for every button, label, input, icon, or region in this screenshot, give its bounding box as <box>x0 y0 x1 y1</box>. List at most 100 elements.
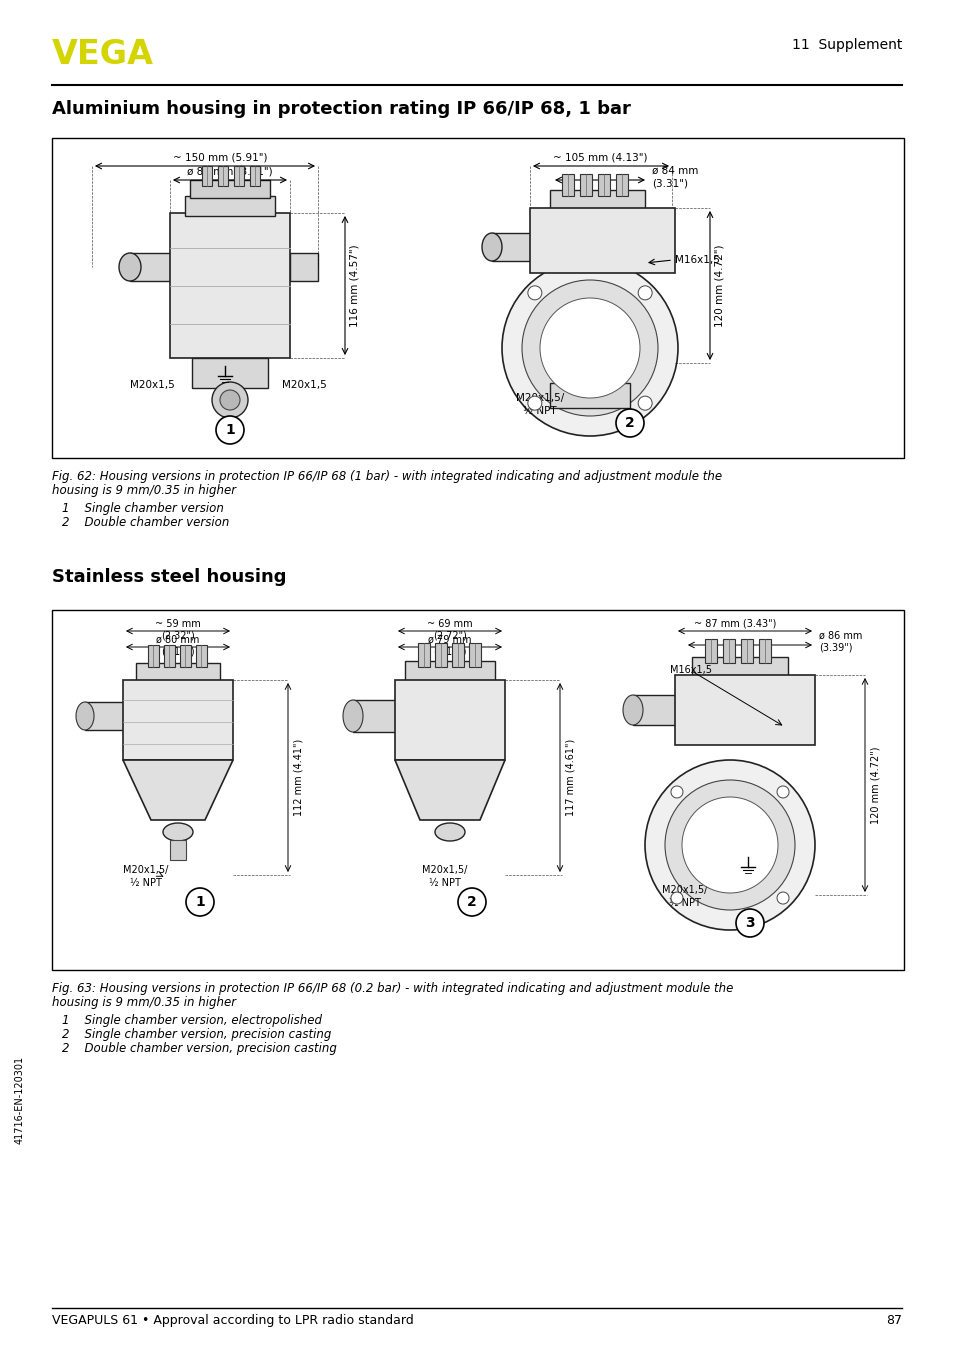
Ellipse shape <box>481 233 501 261</box>
Circle shape <box>735 909 763 937</box>
Text: housing is 9 mm/0.35 in higher: housing is 9 mm/0.35 in higher <box>52 483 236 497</box>
Text: ~ 150 mm (5.91"): ~ 150 mm (5.91") <box>172 153 267 162</box>
Bar <box>185 196 274 217</box>
Text: 11  Supplement: 11 Supplement <box>791 38 901 51</box>
Bar <box>202 167 212 185</box>
Text: VEGAPULS 61 • Approval according to LPR radio standard: VEGAPULS 61 • Approval according to LPR … <box>52 1313 414 1327</box>
Text: 120 mm (4.72"): 120 mm (4.72") <box>714 244 724 326</box>
Bar <box>52 138 903 458</box>
Bar <box>704 639 717 663</box>
Circle shape <box>638 286 652 299</box>
Text: ½ NPT: ½ NPT <box>429 877 460 888</box>
Text: 120 mm (4.72"): 120 mm (4.72") <box>870 746 880 823</box>
Text: housing is 9 mm/0.35 in higher: housing is 9 mm/0.35 in higher <box>52 997 236 1009</box>
Circle shape <box>527 286 541 299</box>
Bar <box>180 645 191 668</box>
Circle shape <box>664 780 794 910</box>
Text: 116 mm (4.57"): 116 mm (4.57") <box>350 244 359 326</box>
Text: (3.15"): (3.15") <box>161 646 194 655</box>
Text: 1    Single chamber version, electropolished: 1 Single chamber version, electropolishe… <box>62 1014 322 1026</box>
Bar <box>395 680 504 760</box>
Bar <box>759 639 770 663</box>
Bar <box>52 611 903 969</box>
Bar <box>170 839 186 860</box>
Text: 117 mm (4.61"): 117 mm (4.61") <box>565 739 576 816</box>
Bar <box>405 661 495 682</box>
Circle shape <box>539 298 639 398</box>
Text: 2    Single chamber version, precision casting: 2 Single chamber version, precision cast… <box>62 1028 331 1041</box>
Bar <box>633 695 677 724</box>
Ellipse shape <box>343 700 363 733</box>
Circle shape <box>527 397 541 410</box>
Text: ~ 105 mm (4.13"): ~ 105 mm (4.13") <box>552 153 646 162</box>
Bar <box>675 676 814 745</box>
Text: M20x1,5: M20x1,5 <box>281 380 326 390</box>
Circle shape <box>521 280 658 416</box>
Bar <box>250 167 260 185</box>
Text: (3.11"): (3.11") <box>433 646 466 655</box>
Bar <box>701 845 761 875</box>
Text: M20x1,5/: M20x1,5/ <box>123 865 169 875</box>
Bar <box>136 663 220 681</box>
Text: M16x1,5: M16x1,5 <box>675 255 720 265</box>
Text: 87: 87 <box>885 1313 901 1327</box>
Text: VEGA: VEGA <box>52 38 153 70</box>
Ellipse shape <box>76 701 94 730</box>
Circle shape <box>670 892 682 904</box>
Text: M20x1,5/: M20x1,5/ <box>661 886 707 895</box>
Text: ø 79 mm: ø 79 mm <box>428 635 471 645</box>
Text: ø 86 mm: ø 86 mm <box>818 631 862 640</box>
Bar <box>170 213 290 357</box>
Text: 1: 1 <box>195 895 205 909</box>
Bar <box>195 645 207 668</box>
Circle shape <box>186 888 213 917</box>
Bar <box>740 639 752 663</box>
Bar <box>353 700 396 733</box>
Bar <box>218 167 228 185</box>
Text: M16x1,5: M16x1,5 <box>669 665 711 676</box>
Polygon shape <box>123 760 233 821</box>
Bar <box>164 645 174 668</box>
Bar <box>148 645 159 668</box>
Bar <box>550 190 644 213</box>
Bar <box>233 167 244 185</box>
Circle shape <box>670 785 682 798</box>
Bar <box>530 209 675 274</box>
Bar <box>290 253 317 282</box>
Bar <box>417 643 430 668</box>
Text: 3: 3 <box>744 917 754 930</box>
Text: (2.72"): (2.72") <box>433 630 466 640</box>
Bar <box>691 657 787 678</box>
Bar <box>598 175 609 196</box>
Bar <box>452 643 463 668</box>
Ellipse shape <box>435 823 464 841</box>
Text: 41716-EN-120301: 41716-EN-120301 <box>15 1056 25 1144</box>
Bar <box>130 253 172 282</box>
Bar <box>616 175 627 196</box>
Circle shape <box>616 409 643 437</box>
Circle shape <box>681 798 778 894</box>
Text: 2: 2 <box>624 416 634 431</box>
Text: M20x1,5: M20x1,5 <box>130 380 174 390</box>
Bar <box>550 383 629 408</box>
Text: (3.31"): (3.31") <box>651 177 687 188</box>
Text: 1: 1 <box>225 422 234 437</box>
Circle shape <box>212 382 248 418</box>
Circle shape <box>215 416 244 444</box>
Circle shape <box>220 390 240 410</box>
Circle shape <box>638 397 652 410</box>
Text: Aluminium housing in protection rating IP 66/IP 68, 1 bar: Aluminium housing in protection rating I… <box>52 100 630 118</box>
Bar <box>435 643 447 668</box>
Text: ½ NPT: ½ NPT <box>130 877 162 888</box>
Bar <box>492 233 532 261</box>
Text: Stainless steel housing: Stainless steel housing <box>52 567 286 586</box>
Bar <box>192 357 268 389</box>
Circle shape <box>644 760 814 930</box>
Text: 2    Double chamber version: 2 Double chamber version <box>62 516 229 529</box>
Text: M20x1,5/: M20x1,5/ <box>422 865 467 875</box>
Text: ø 84 mm: ø 84 mm <box>651 167 698 176</box>
Text: M20x1,5/: M20x1,5/ <box>516 393 563 403</box>
Text: ø 80 mm: ø 80 mm <box>156 635 199 645</box>
Text: (2.32"): (2.32") <box>161 630 194 640</box>
Text: ~ 69 mm: ~ 69 mm <box>427 619 473 630</box>
